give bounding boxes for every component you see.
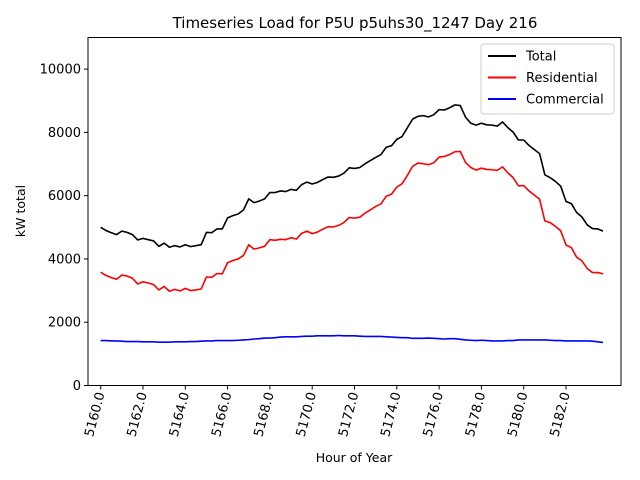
legend-label-residential: Residential <box>526 71 598 86</box>
x-tick-label: 5164.0 <box>167 391 193 439</box>
y-tick-label: 4000 <box>48 252 81 267</box>
x-axis: 5160.0 5162.0 5164.0 5166.0 5168.0 5170.0 5172… <box>82 385 574 439</box>
legend-label-total: Total <box>525 50 556 65</box>
y-tick-label: 8000 <box>48 126 81 141</box>
y-axis-label: kW total <box>13 185 28 237</box>
x-tick-label: 5172.0 <box>336 391 362 439</box>
series-line-total <box>100 104 604 249</box>
x-tick-label: 5170.0 <box>294 391 320 439</box>
x-tick-label: 5180.0 <box>505 391 531 439</box>
series-line-residential <box>100 150 604 293</box>
x-axis-label: Hour of Year <box>316 450 393 465</box>
x-tick-label: 5176.0 <box>421 391 447 439</box>
x-tick-label: 5166.0 <box>209 391 235 439</box>
y-tick-label: 0 <box>73 379 81 394</box>
legend-box <box>480 43 615 115</box>
y-tick-label: 2000 <box>48 316 81 331</box>
y-tick-label: 10000 <box>40 63 81 78</box>
x-tick-label: 5162.0 <box>125 391 151 439</box>
y-tick-label: 6000 <box>48 189 81 204</box>
chart-title: Timeseries Load for P5U p5uhs30_1247 Day… <box>172 14 538 33</box>
plot-series <box>100 104 604 344</box>
y-axis: 0 2000 4000 6000 8000 10000 <box>40 63 88 394</box>
legend-label-commercial: Commercial <box>526 93 604 108</box>
x-tick-label: 5182.0 <box>548 391 574 439</box>
x-tick-label: 5174.0 <box>378 391 404 439</box>
series-line-commercial <box>100 334 604 344</box>
x-tick-label: 5178.0 <box>463 391 489 439</box>
x-tick-label: 5168.0 <box>251 391 277 439</box>
x-tick-label: 5160.0 <box>82 391 108 439</box>
legend: Total Residential Commercial <box>480 43 615 115</box>
